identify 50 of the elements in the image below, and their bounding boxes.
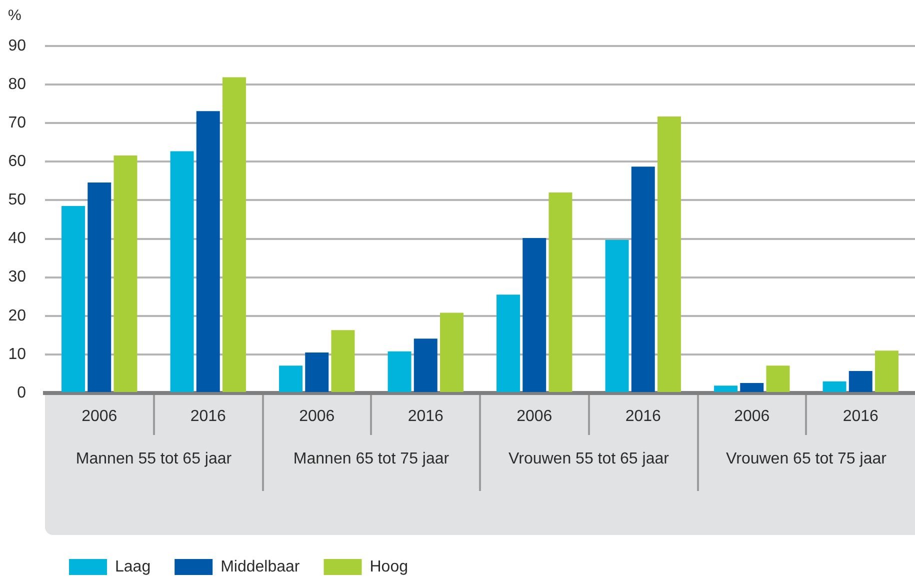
bar [605, 240, 629, 392]
x-tick-label: 2006 [516, 408, 552, 426]
bar [196, 111, 220, 392]
bar [388, 351, 412, 392]
legend-label: Hoog [370, 558, 408, 576]
bar [414, 338, 438, 392]
y-tick-label: 40 [8, 230, 26, 248]
bar [522, 238, 546, 392]
legend-label: Middelbaar [220, 558, 300, 576]
y-tick-label: 90 [8, 37, 26, 54]
y-tick-label: 0 [17, 384, 26, 402]
x-tick-label: 2016 [842, 408, 879, 426]
bar [714, 386, 738, 392]
x-tick-label: 2016 [625, 408, 662, 426]
bar [170, 151, 194, 392]
y-tick-label: 60 [8, 153, 26, 170]
text: Vrouwen 65 tot 75 jaar [726, 450, 888, 468]
bar [440, 312, 464, 392]
y-tick-label: 70 [8, 114, 26, 132]
y-tick-label: 80 [8, 76, 26, 93]
bar [222, 77, 246, 392]
bar [740, 382, 764, 392]
x-tick-label: 2016 [408, 408, 444, 426]
y-tick-label: 10 [8, 346, 26, 363]
bar [848, 371, 872, 392]
bar [331, 330, 355, 392]
legend-label: Laag [115, 558, 151, 576]
bar [62, 206, 86, 392]
bar [548, 192, 572, 392]
x-tick-label: 2006 [299, 408, 335, 426]
bar [657, 116, 681, 392]
x-tick-label: 2006 [82, 408, 118, 426]
bar [88, 182, 112, 392]
y-tick-label: 20 [8, 307, 26, 324]
y-axis-title: % [8, 7, 22, 24]
bar [279, 366, 303, 392]
bar [822, 381, 846, 392]
x-tick-label: 2016 [190, 408, 226, 426]
bar [305, 352, 329, 392]
text: Mannen 55 tot 65 jaar [76, 450, 232, 468]
y-tick-label: 50 [8, 192, 26, 209]
bar [631, 166, 655, 392]
bar [114, 156, 138, 392]
y-tick-label: 30 [8, 268, 26, 286]
bar [766, 366, 790, 392]
bar [496, 294, 520, 392]
text: Vrouwen 55 tot 65 jaar [508, 450, 670, 468]
bar [874, 350, 898, 392]
text: Mannen 65 tot 75 jaar [293, 450, 450, 468]
x-tick-label: 2006 [734, 408, 770, 426]
